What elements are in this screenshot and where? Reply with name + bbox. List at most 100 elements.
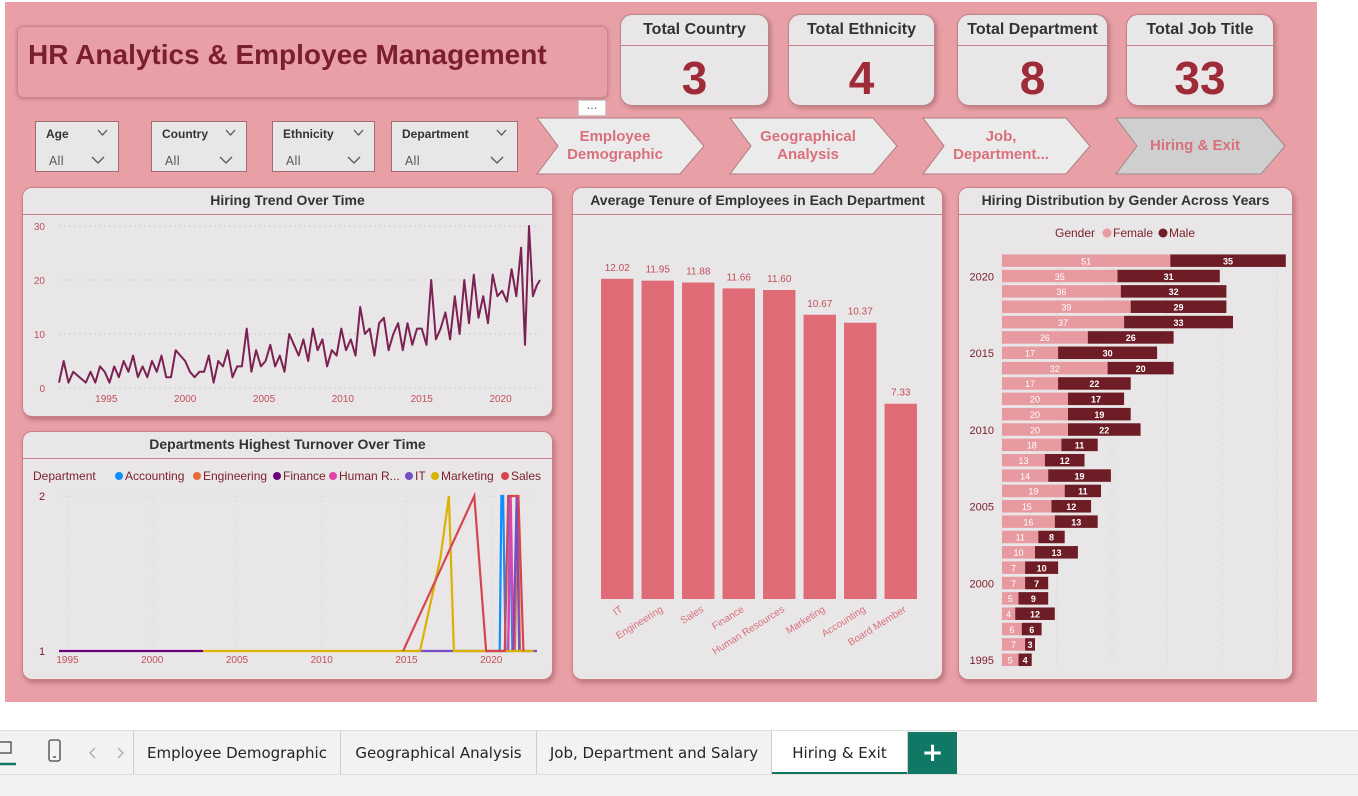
data-label: 10 bbox=[1013, 548, 1023, 558]
bar-male bbox=[1058, 346, 1158, 360]
chevron-down-icon[interactable] bbox=[91, 156, 105, 165]
x-tick-label: 2015 bbox=[395, 655, 418, 666]
hiring-trend-panel: Hiring Trend Over Time 0 10 20 30 1995 2000 20… bbox=[22, 187, 553, 417]
slicer-department[interactable]: Department All bbox=[391, 121, 518, 172]
tab-hiring-exit[interactable]: Hiring & Exit bbox=[772, 731, 908, 775]
bar-male bbox=[1068, 407, 1131, 421]
chevron-down-icon[interactable] bbox=[219, 156, 233, 165]
x-tick-label: 2005 bbox=[226, 655, 249, 666]
nav-job-department-button[interactable]: Job, Department... bbox=[922, 117, 1092, 175]
bar-male bbox=[1048, 469, 1111, 482]
data-label: 12 bbox=[1060, 456, 1070, 466]
x-tick-label: Human Resources bbox=[711, 604, 787, 657]
nav-employee-demographic-button[interactable]: Employee Demographic bbox=[536, 117, 706, 175]
data-label: 13 bbox=[1071, 517, 1081, 527]
add-page-button[interactable]: + bbox=[908, 732, 957, 775]
desktop-view-icon[interactable] bbox=[0, 739, 18, 769]
bar-female bbox=[1002, 377, 1059, 390]
bar-male bbox=[1170, 254, 1286, 267]
slicer-value: All bbox=[286, 154, 301, 168]
bar bbox=[803, 314, 836, 599]
tab-job-department-salary[interactable]: Job, Department and Salary bbox=[537, 731, 772, 775]
bar-female bbox=[1002, 300, 1131, 313]
x-tick-label: 2020 bbox=[480, 655, 503, 666]
chevron-down-icon[interactable] bbox=[490, 156, 504, 165]
y-tick-label: 1995 bbox=[970, 655, 994, 667]
mobile-view-icon[interactable] bbox=[46, 739, 64, 765]
y-tick-label: 0 bbox=[39, 384, 45, 395]
slicer-title: Age bbox=[46, 127, 69, 141]
bar bbox=[763, 289, 796, 599]
nav-label: Geographical Analysis bbox=[760, 128, 856, 163]
bar-male bbox=[1025, 576, 1049, 590]
data-label: 20 bbox=[1030, 425, 1040, 435]
kpi-total-job-title: Total Job Title 33 bbox=[1126, 14, 1274, 106]
data-label: 10.37 bbox=[848, 307, 873, 318]
bar-male bbox=[1051, 500, 1092, 513]
data-label: 19 bbox=[1028, 487, 1038, 497]
bar-male bbox=[1061, 438, 1098, 452]
bar-female bbox=[1002, 453, 1045, 467]
series-line-marketing bbox=[203, 495, 534, 653]
chart-title: Departments Highest Turnover Over Time bbox=[149, 436, 426, 452]
tab-geographical-analysis[interactable]: Geographical Analysis bbox=[341, 731, 537, 775]
y-tick-label: 2010 bbox=[970, 425, 994, 437]
chevron-left-icon[interactable] bbox=[88, 747, 98, 759]
bar-female bbox=[1002, 285, 1121, 298]
data-label: 19 bbox=[1075, 471, 1085, 481]
report-title-box: HR Analytics & Employee Management bbox=[17, 26, 608, 98]
bar-male bbox=[1064, 484, 1101, 498]
slicer-age[interactable]: Age All bbox=[35, 121, 119, 172]
chevron-right-icon[interactable] bbox=[115, 747, 125, 759]
series-line bbox=[58, 225, 541, 384]
legend-label: Finance bbox=[283, 469, 326, 483]
slicer-title: Country bbox=[162, 127, 208, 141]
bar-male bbox=[1107, 361, 1174, 375]
legend-marker bbox=[193, 472, 201, 480]
bar-female bbox=[1002, 469, 1049, 482]
kpi-label: Total Country bbox=[621, 15, 768, 46]
data-label: 37 bbox=[1058, 318, 1068, 328]
legend-marker bbox=[1158, 228, 1168, 238]
kpi-label: Total Ethnicity bbox=[789, 15, 934, 46]
legend-marker bbox=[1102, 228, 1112, 238]
legend-label: Accounting bbox=[125, 469, 184, 483]
bar bbox=[601, 278, 634, 599]
bar-male bbox=[1068, 423, 1141, 436]
data-label: 32 bbox=[1169, 287, 1179, 297]
data-label: 35 bbox=[1055, 272, 1065, 282]
status-bar bbox=[0, 774, 1358, 796]
legend-label: IT bbox=[415, 469, 426, 483]
chart-title: Hiring Distribution by Gender Across Yea… bbox=[981, 192, 1270, 208]
data-label: 22 bbox=[1089, 379, 1099, 389]
chart-title: Average Tenure of Employees in Each Depa… bbox=[590, 192, 925, 208]
bar-male bbox=[1018, 653, 1032, 667]
data-label: 13 bbox=[1018, 456, 1028, 466]
legend-label: Female bbox=[1113, 226, 1153, 240]
data-label: 35 bbox=[1223, 256, 1233, 266]
bar bbox=[722, 288, 755, 599]
legend-label: Human R... bbox=[339, 469, 400, 483]
bar-female bbox=[1002, 638, 1026, 651]
nav-hiring-exit-button[interactable]: Hiring & Exit bbox=[1115, 117, 1287, 175]
bar-male bbox=[1054, 515, 1098, 528]
data-label: 29 bbox=[1174, 302, 1184, 312]
more-options-button[interactable]: ... bbox=[578, 100, 606, 116]
data-label: 7 bbox=[1011, 640, 1016, 650]
slicer-value: All bbox=[49, 154, 64, 168]
bar-female bbox=[1002, 361, 1108, 375]
bar-female bbox=[1002, 607, 1016, 620]
bar-female bbox=[1002, 423, 1068, 436]
page-tab-bar: Employee Demographic Geographical Analys… bbox=[0, 730, 1358, 775]
nav-geographical-analysis-button[interactable]: Geographical Analysis bbox=[729, 117, 899, 175]
kpi-value: 3 bbox=[681, 52, 708, 104]
legend-marker bbox=[115, 472, 123, 480]
slicer-country[interactable]: Country All bbox=[151, 121, 247, 172]
slicer-ethnicity[interactable]: Ethnicity All bbox=[272, 121, 375, 172]
chevron-down-icon[interactable] bbox=[347, 156, 361, 165]
data-label: 17 bbox=[1025, 349, 1035, 359]
bar-female bbox=[1002, 484, 1065, 498]
tab-employee-demographic[interactable]: Employee Demographic bbox=[133, 731, 341, 775]
